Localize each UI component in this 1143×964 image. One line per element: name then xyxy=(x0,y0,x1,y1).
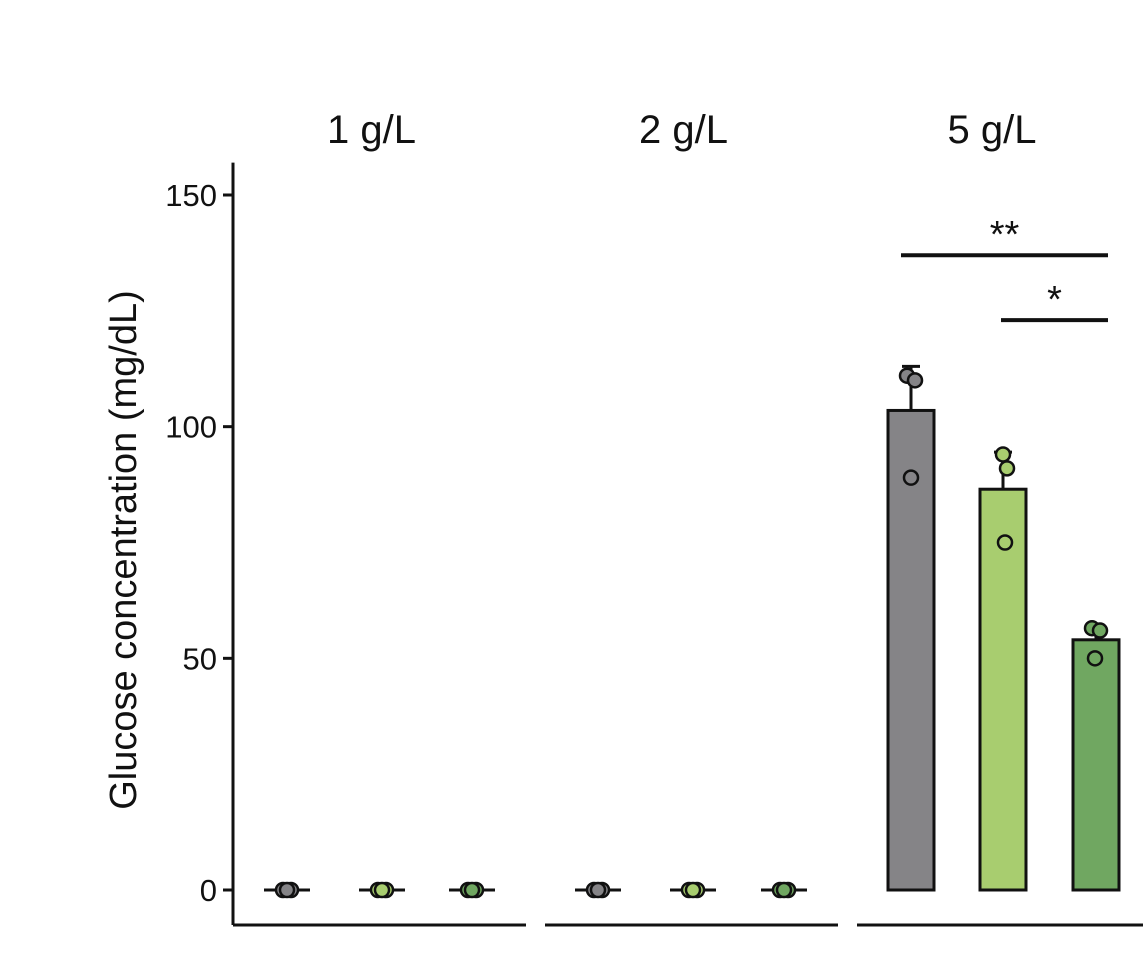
data-point xyxy=(1086,650,1104,667)
y-tick-label: 100 xyxy=(165,410,217,445)
bar xyxy=(1071,638,1121,892)
data-point xyxy=(998,460,1016,477)
y-tick-label: 50 xyxy=(183,641,217,676)
data-point xyxy=(902,469,920,486)
data-point xyxy=(278,881,296,899)
facet-panel: 2 g/L xyxy=(545,108,838,927)
facet-title: 2 g/L xyxy=(639,108,728,152)
significance-bracket: ** xyxy=(901,214,1108,258)
significance-bracket: * xyxy=(1001,279,1108,323)
y-axis-title: Glucose concentration (mg/dL) xyxy=(103,290,145,810)
data-point xyxy=(463,881,481,899)
data-point xyxy=(684,881,702,899)
facet-title: 1 g/L xyxy=(327,108,416,152)
data-point xyxy=(775,881,793,899)
data-point xyxy=(906,372,924,389)
y-tick-label: 150 xyxy=(165,178,217,213)
data-point xyxy=(373,881,391,899)
data-point xyxy=(1091,622,1109,639)
bar xyxy=(886,408,936,892)
data-point xyxy=(589,881,607,899)
significance-label: * xyxy=(1047,279,1062,321)
facet-title: 5 g/L xyxy=(948,108,1037,152)
axis-layer: 0 50 100 150 xyxy=(165,162,235,925)
facet-panel: 5 g/L*** xyxy=(857,108,1143,927)
data-point xyxy=(994,446,1012,463)
facets-layer: 1 g/L 2 g/L 5 g/L*** xyxy=(233,108,1143,927)
data-point xyxy=(996,534,1014,551)
significance-label: ** xyxy=(990,214,1020,256)
facet-panel: 1 g/L xyxy=(233,108,526,927)
y-tick-label: 0 xyxy=(200,873,217,908)
